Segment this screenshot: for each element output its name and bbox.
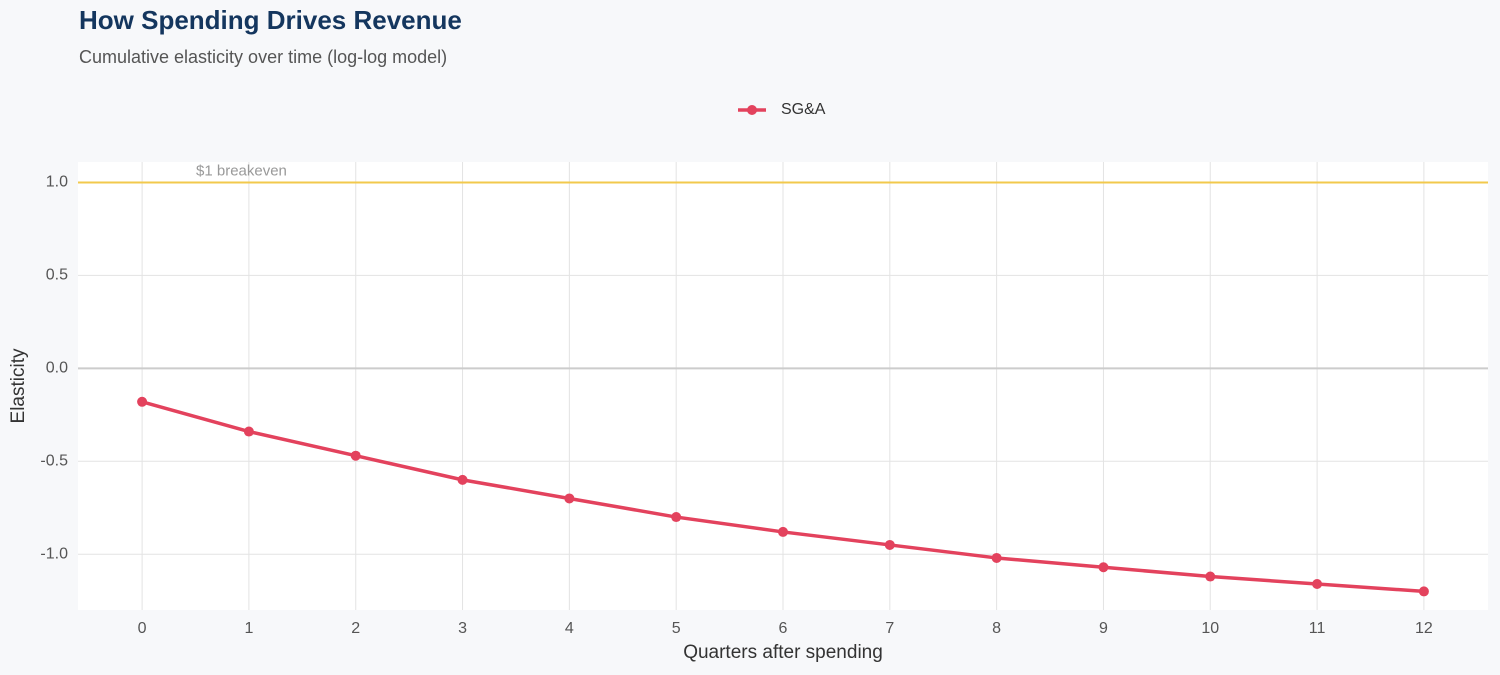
x-tick-label: 5 (672, 620, 681, 637)
legend-label: SG&A (781, 101, 826, 118)
y-tick-label: -0.5 (40, 453, 68, 470)
x-tick-label: 8 (992, 620, 1001, 637)
y-tick-label: -1.0 (40, 545, 68, 562)
x-tick-label: 10 (1201, 620, 1219, 637)
y-tick-label: 0.0 (46, 360, 68, 377)
reference-label: $1 breakeven (196, 162, 287, 179)
x-tick-label: 7 (885, 620, 894, 637)
data-point (243, 426, 254, 437)
data-point (137, 396, 148, 407)
x-tick-label: 2 (351, 620, 360, 637)
data-point (350, 450, 361, 461)
y-axis-title: Elasticity (8, 348, 29, 423)
x-tick-label: 11 (1309, 620, 1326, 637)
data-point (1098, 562, 1109, 573)
y-tick-label: 1.0 (46, 174, 68, 191)
x-tick-label: 6 (779, 620, 788, 637)
x-tick-label: 1 (244, 620, 253, 637)
legend-marker (747, 105, 757, 115)
x-axis-title: Quarters after spending (683, 642, 883, 663)
data-point (1418, 586, 1429, 597)
data-point (564, 493, 575, 504)
x-tick-label: 4 (565, 620, 574, 637)
chart-title: How Spending Drives Revenue (79, 5, 462, 35)
data-point (778, 526, 788, 537)
y-tick-label: 0.5 (46, 267, 68, 284)
chart-subtitle: Cumulative elasticity over time (log-log… (79, 47, 447, 67)
data-point (1205, 571, 1216, 582)
x-tick-label: 3 (458, 620, 467, 637)
data-point (671, 512, 682, 523)
data-point (884, 539, 895, 550)
data-point (457, 474, 468, 485)
data-point (991, 552, 1002, 563)
x-tick-label: 12 (1415, 620, 1433, 637)
x-tick-label: 9 (1099, 620, 1108, 637)
data-point (1312, 578, 1323, 589)
x-tick-label: 0 (138, 620, 147, 637)
